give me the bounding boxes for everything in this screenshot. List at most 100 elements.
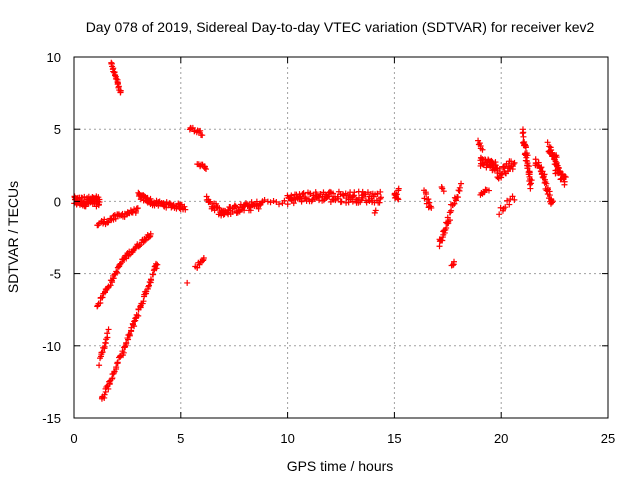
x-tick-labels: 0 5 10 15 20 25 bbox=[70, 431, 615, 446]
data-point bbox=[522, 144, 529, 151]
data-point bbox=[114, 269, 121, 276]
data-point bbox=[181, 203, 188, 210]
x-tick-label-5: 25 bbox=[601, 431, 615, 446]
data-point bbox=[147, 230, 154, 237]
data-point bbox=[539, 168, 546, 175]
data-point bbox=[147, 198, 154, 205]
data-point bbox=[485, 187, 492, 194]
data-point bbox=[135, 312, 142, 319]
data-point bbox=[189, 124, 196, 131]
data-point bbox=[108, 59, 115, 66]
data-point bbox=[123, 340, 130, 347]
x-tick-label-1: 5 bbox=[177, 431, 184, 446]
data-point bbox=[276, 201, 283, 208]
point-cluster-1 bbox=[94, 209, 131, 229]
data-point bbox=[132, 315, 139, 322]
data-point bbox=[247, 207, 254, 214]
point-cluster-24 bbox=[436, 209, 453, 250]
data-point bbox=[510, 161, 517, 168]
point-cluster-26 bbox=[438, 183, 447, 195]
data-point bbox=[496, 211, 503, 218]
data-point bbox=[326, 193, 333, 200]
data-point bbox=[423, 191, 430, 198]
point-cluster-34 bbox=[532, 156, 548, 181]
data-point bbox=[377, 194, 384, 201]
data-point bbox=[119, 256, 126, 263]
data-point bbox=[113, 268, 120, 275]
data-point bbox=[337, 199, 344, 206]
data-point bbox=[110, 275, 117, 282]
data-point bbox=[425, 196, 432, 203]
data-point bbox=[548, 146, 555, 153]
data-point bbox=[113, 75, 120, 82]
data-point bbox=[393, 191, 400, 198]
data-point bbox=[349, 198, 356, 205]
data-point bbox=[372, 207, 379, 214]
data-point bbox=[232, 202, 239, 209]
data-point bbox=[544, 139, 551, 146]
point-cluster-37 bbox=[551, 161, 569, 188]
data-point bbox=[509, 193, 516, 200]
data-point bbox=[527, 185, 534, 192]
data-point bbox=[197, 127, 204, 134]
data-point bbox=[458, 180, 465, 187]
data-point bbox=[504, 197, 511, 204]
data-point bbox=[524, 160, 531, 167]
point-cluster-32 bbox=[496, 193, 518, 218]
x-tick-label-3: 15 bbox=[387, 431, 401, 446]
data-point bbox=[284, 201, 291, 208]
point-cluster-19 bbox=[284, 188, 333, 207]
data-point bbox=[428, 204, 435, 211]
data-point bbox=[253, 198, 260, 205]
data-point bbox=[451, 200, 458, 207]
data-point bbox=[154, 261, 161, 268]
data-point bbox=[394, 195, 401, 202]
data-point bbox=[440, 188, 447, 195]
data-point bbox=[105, 326, 112, 333]
data-point bbox=[498, 174, 505, 181]
data-point bbox=[207, 199, 214, 206]
data-point bbox=[229, 208, 236, 215]
data-point bbox=[213, 200, 220, 207]
data-point bbox=[114, 360, 121, 367]
point-cluster-28 bbox=[475, 137, 486, 153]
point-cluster-22 bbox=[391, 185, 402, 203]
point-cluster-35 bbox=[540, 174, 556, 207]
data-point bbox=[112, 215, 119, 222]
data-point bbox=[200, 255, 207, 262]
point-cluster-31 bbox=[494, 158, 518, 182]
data-point bbox=[146, 282, 153, 289]
point-cluster-21 bbox=[371, 207, 379, 216]
point-cluster-9 bbox=[98, 343, 129, 402]
data-point bbox=[546, 192, 553, 199]
data-point bbox=[456, 184, 463, 191]
data-point bbox=[520, 133, 527, 140]
data-point bbox=[330, 190, 337, 197]
axis-ticks bbox=[73, 56, 609, 419]
data-point bbox=[267, 199, 274, 206]
y-tick-label-3: 0 bbox=[54, 194, 61, 209]
point-cluster-17 bbox=[220, 198, 266, 218]
data-point bbox=[525, 163, 532, 170]
data-point bbox=[549, 199, 556, 206]
data-point bbox=[120, 349, 127, 356]
point-cluster-30 bbox=[477, 186, 492, 198]
point-cluster-12 bbox=[186, 124, 206, 139]
data-point bbox=[421, 195, 428, 202]
data-point bbox=[553, 154, 560, 161]
data-point bbox=[196, 261, 203, 268]
data-point bbox=[511, 196, 518, 203]
data-point bbox=[562, 174, 569, 181]
point-cluster-36 bbox=[544, 139, 560, 166]
data-point bbox=[561, 173, 568, 180]
y-tick-label-2: -5 bbox=[49, 267, 61, 282]
point-cluster-13 bbox=[194, 161, 210, 173]
data-point bbox=[105, 385, 112, 392]
data-point bbox=[426, 199, 433, 206]
point-cluster-10 bbox=[122, 260, 161, 349]
data-point bbox=[451, 258, 458, 265]
data-point bbox=[395, 196, 402, 203]
data-point bbox=[506, 201, 513, 208]
data-point bbox=[543, 180, 550, 187]
